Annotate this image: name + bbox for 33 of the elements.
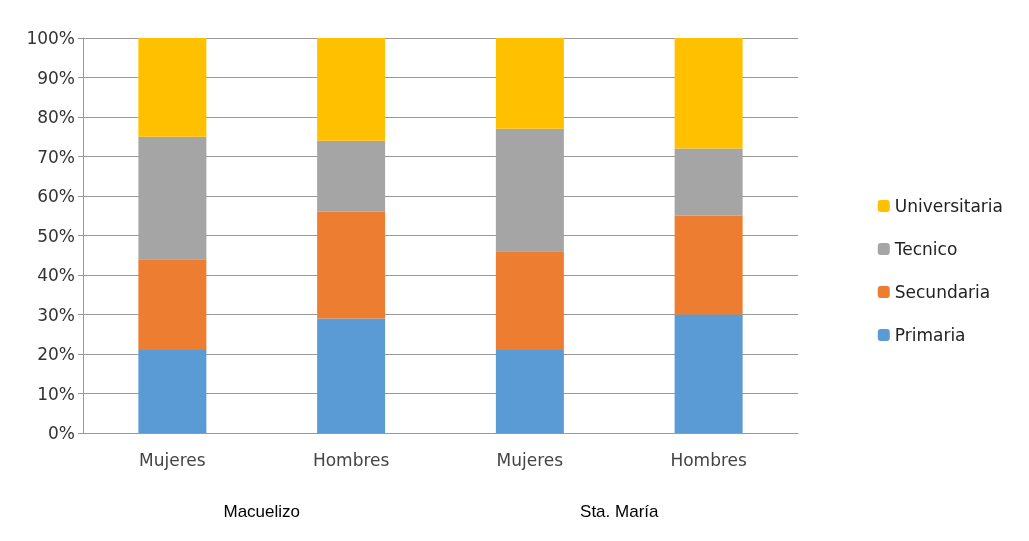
y-tick-label: 0% — [48, 423, 75, 443]
legend-label: Tecnico — [893, 239, 958, 259]
y-tick-label: 100% — [26, 28, 75, 48]
x-tick-label: Hombres — [312, 449, 390, 470]
bar — [138, 259, 207, 351]
bar — [317, 318, 386, 433]
y-tick-label: 40% — [37, 265, 75, 285]
bar — [317, 38, 386, 141]
text: Sta. María — [580, 502, 659, 521]
legend-label: Secundaria — [894, 282, 991, 302]
y-tick-label: 90% — [37, 67, 75, 88]
text: Macuelizo — [223, 502, 301, 521]
y-tick-label: 10% — [37, 383, 75, 404]
bar — [674, 215, 743, 315]
y-tick-label: 60% — [37, 186, 75, 206]
bar — [495, 251, 564, 351]
y-tick-label: 30% — [37, 304, 75, 325]
bar — [138, 350, 207, 433]
bar — [495, 350, 564, 433]
legend-label: Primaria — [894, 325, 966, 345]
bar — [495, 38, 564, 129]
y-tick-label: 70% — [37, 146, 75, 167]
y-tick-label: 20% — [37, 344, 75, 364]
legend-label: Universitaria — [894, 196, 1004, 216]
bar — [674, 314, 743, 433]
x-tick-label: Mujeres — [139, 449, 206, 470]
bar — [317, 211, 386, 319]
y-tick-label: 50% — [37, 225, 75, 246]
bar — [138, 38, 207, 137]
y-tick-label: 80% — [37, 107, 75, 127]
x-tick-label: Hombres — [670, 449, 747, 470]
bar — [674, 38, 743, 149]
x-tick-label: Mujeres — [496, 449, 564, 470]
